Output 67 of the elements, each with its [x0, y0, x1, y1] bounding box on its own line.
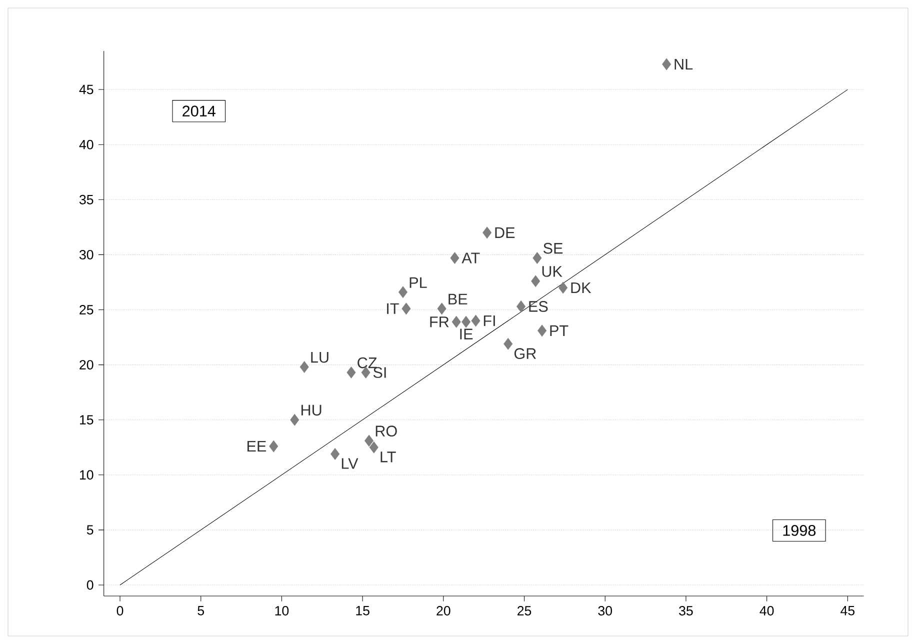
- point: [662, 58, 672, 70]
- y-tick-label: 5: [86, 525, 94, 535]
- annotation: LV: [342, 458, 358, 469]
- point: [402, 302, 411, 315]
- point: [462, 316, 471, 328]
- annotation: DK: [571, 282, 592, 293]
- x-tick-label: 45: [840, 606, 855, 616]
- x-tick-label: 35: [679, 606, 693, 616]
- annotation: ES: [529, 301, 548, 312]
- annotation: DE: [495, 227, 515, 238]
- point: [290, 414, 300, 426]
- y-tick-label: 25: [80, 305, 94, 314]
- x-tick-label: 25: [518, 606, 532, 616]
- annotation: 1998: [783, 525, 816, 536]
- annotation: GR: [514, 348, 536, 359]
- y-tick-label: 20: [80, 360, 94, 370]
- annotation: PL: [410, 277, 427, 288]
- y-tick-label: 15: [80, 415, 94, 424]
- point: [330, 448, 340, 460]
- y-tick-label: 10: [80, 470, 94, 480]
- x-tick-label: 40: [760, 606, 774, 616]
- annotation: EE: [247, 441, 266, 452]
- x-tick-label: 5: [198, 606, 204, 616]
- annotation: UK: [542, 266, 562, 277]
- annotation: SI: [373, 367, 386, 378]
- y-tick-label: 30: [79, 250, 94, 260]
- x-tick-label: 15: [356, 606, 370, 616]
- point: [531, 275, 540, 287]
- point: [558, 282, 568, 294]
- point: [300, 361, 309, 373]
- y-tick-label: 40: [79, 140, 94, 150]
- point: [450, 252, 460, 264]
- annotation: IT: [387, 303, 399, 314]
- annotation: PT: [550, 325, 568, 336]
- annotation: IE: [460, 328, 473, 340]
- y-tick-label: 35: [79, 194, 94, 204]
- x-tick-label: 0: [116, 606, 124, 616]
- annotation: FR: [430, 316, 449, 328]
- x-tick-label: 10: [275, 606, 289, 616]
- point: [364, 434, 374, 447]
- point: [452, 316, 461, 328]
- point: [532, 252, 542, 264]
- point: [398, 286, 408, 298]
- annotation: LU: [311, 352, 328, 363]
- annotation: RO: [376, 426, 397, 436]
- point: [437, 302, 446, 315]
- point: [369, 442, 378, 454]
- y-tick-label: 0: [86, 580, 94, 590]
- point: [538, 324, 547, 337]
- annotation: AT: [462, 252, 480, 264]
- y-tick-label: 45: [79, 84, 94, 94]
- point: [482, 226, 492, 239]
- point: [269, 440, 278, 452]
- annotation: HU: [301, 404, 322, 416]
- point: [471, 314, 480, 327]
- annotation: FI: [484, 315, 495, 326]
- annotation: 2014: [182, 106, 216, 117]
- annotation: CZ: [358, 357, 377, 368]
- point: [346, 366, 356, 378]
- point: [516, 300, 526, 312]
- annotation: SE: [543, 242, 563, 254]
- annotation: NL: [674, 58, 693, 70]
- point: [504, 338, 513, 350]
- x-tick-label: 30: [598, 606, 612, 616]
- annotation: BE: [448, 294, 468, 304]
- x-tick-label: 20: [436, 606, 450, 616]
- annotation: LT: [380, 452, 396, 462]
